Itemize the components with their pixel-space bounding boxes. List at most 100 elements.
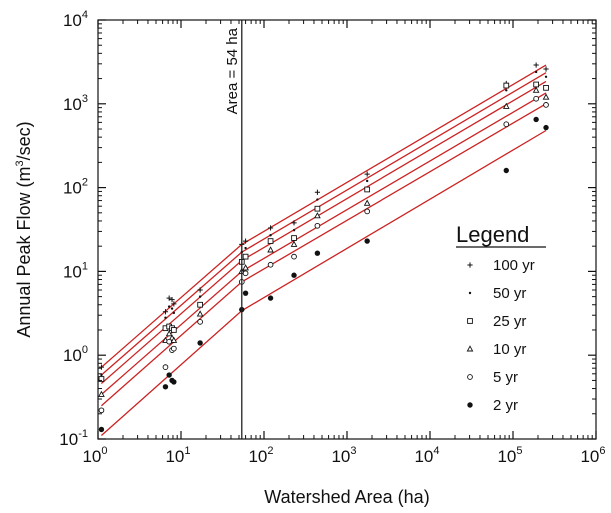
point-10-yr [267,246,274,253]
regression-lines [100,64,547,436]
point-100-yr [166,295,172,301]
point-50-yr [365,179,369,183]
point-2-yr [291,272,297,278]
point-100-yr [291,220,297,226]
x-tick-exponent: 1 [184,445,190,457]
point-5-yr [197,319,203,325]
x-tick-exponent: 4 [433,445,439,457]
point-5-yr [503,121,510,128]
x-tick-label: 106 [580,445,605,466]
point-25-yr [98,376,105,382]
series-100-yr [98,62,549,370]
point-10-yr [532,86,540,93]
point-100-yr [169,297,175,303]
point-50-yr [534,70,538,74]
point-2-yr [162,384,169,390]
x-tick-label: 104 [414,445,439,466]
x-tick-label: 102 [248,445,273,466]
point-100-yr [267,225,274,231]
point-2-yr [543,124,549,131]
fit-line-2-yr [100,129,547,436]
point-50-yr [170,307,174,310]
y-tick-label: 104 [63,9,88,30]
point-2-yr [364,238,370,244]
y-tick-exponent: 1 [82,260,88,272]
point-2-yr [314,250,321,256]
point-10-yr [290,240,298,247]
point-25-yr [314,205,321,212]
legend-label-2-yr: 2 yr [493,397,518,414]
y-tick-label: 102 [63,177,88,198]
series-10-yr [98,86,550,397]
point-100-yr [533,62,539,68]
point-2-yr [166,372,172,378]
y-tick-exponent: -1 [78,428,88,440]
y-axis-label-main: Annual Peak Flow (m [14,167,34,338]
point-2-yr [533,116,539,123]
point-100-yr [242,238,249,244]
y-tick-exponent: 2 [82,177,88,189]
point-10-yr [542,93,550,100]
point-50-yr [505,89,508,92]
fit-line-100-yr [100,64,547,368]
point-5-yr [98,407,105,414]
y-tick-base: 10 [63,179,82,198]
x-tick-label: 101 [165,445,190,466]
x-tick-label: 103 [331,445,356,466]
x-tick-base: 10 [580,447,599,466]
series-5-yr [98,95,549,414]
point-25-yr [291,235,297,241]
legend-label-25-yr: 25 yr [493,313,526,330]
x-tick-label: 105 [497,445,522,466]
point-100-yr [171,301,177,307]
point-25-yr [242,253,249,260]
point-10-yr [170,336,178,343]
point-50-yr [292,229,296,232]
x-axis-label: Watershed Area (ha) [264,487,429,507]
point-2-yr [503,167,509,174]
series-2-yr [98,116,549,433]
point-2-yr [197,340,203,346]
point-100-yr [543,66,549,72]
point-10-yr [363,199,371,206]
point-10-yr [502,102,510,109]
x-tick-exponent: 3 [350,445,356,457]
point-2-yr [98,426,105,433]
legend-marker-2-yr [467,402,473,408]
point-2-yr [171,379,177,385]
y-tick-base: 10 [63,95,82,114]
point-10-yr [314,212,321,219]
point-5-yr [162,364,169,371]
legend-label-5-yr: 5 yr [493,369,518,386]
y-tick-label: 101 [63,260,88,281]
y-tick-base: 10 [63,11,82,30]
legend-marker-10-yr [466,345,474,352]
legend-title: Legend [456,222,529,247]
x-tick-exponent: 5 [516,445,522,457]
y-tick-label: 100 [63,344,88,365]
point-2-yr [242,290,249,296]
point-100-yr [314,189,321,195]
y-tick-label: 103 [63,93,88,114]
point-5-yr [364,208,371,215]
y-tick-base: 10 [63,346,82,365]
point-10-yr [98,390,105,397]
x-tick-base: 10 [248,447,267,466]
point-10-yr [242,264,249,271]
point-10-yr [196,310,204,317]
point-5-yr [166,338,173,345]
data-points [98,62,550,433]
area-reference-label: Area = 54 ha [224,27,241,114]
point-50-yr [164,316,167,319]
point-50-yr [244,246,247,250]
point-25-yr [267,238,274,244]
x-tick-base: 10 [414,447,433,466]
point-25-yr [170,327,177,333]
point-25-yr [533,81,539,88]
point-50-yr [544,75,548,78]
x-tick-base: 10 [331,447,350,466]
point-100-yr [197,287,203,293]
y-tick-base: 10 [63,262,82,281]
legend-label-100-yr: 100 yr [493,257,535,274]
